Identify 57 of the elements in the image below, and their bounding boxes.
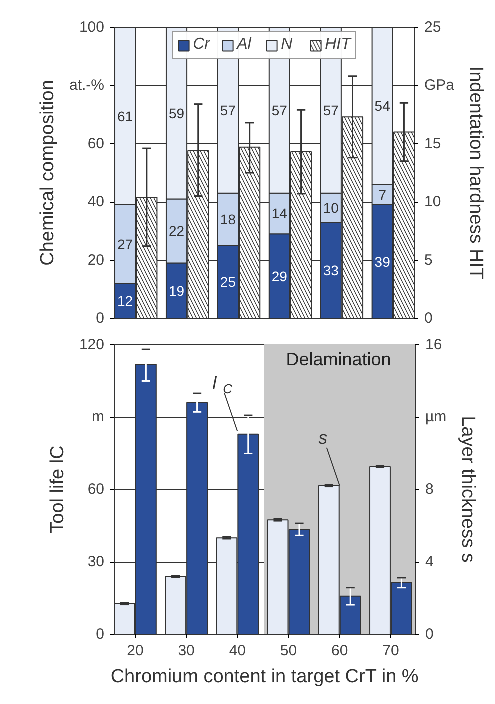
legend-label: N [281,36,294,54]
y-tick-label: 40 [88,194,105,211]
data-label: 29 [272,268,288,284]
y2-tick-label: 8 [426,481,434,498]
data-label: 27 [118,236,134,252]
y2-tick-label: µm [426,408,447,426]
legend-label: Al [237,36,253,54]
data-label: 59 [168,105,185,122]
data-label: 33 [323,262,340,278]
data-label: 61 [118,108,134,124]
data-label: 22 [168,223,185,240]
y-tick-label: 0 [96,626,104,643]
y2-tick-label: 16 [426,336,442,354]
x-tick-label: 30 [178,642,195,660]
data-label: 54 [374,98,391,114]
y2-tick-label: 0 [426,626,434,643]
y-tick-label: m [92,408,105,426]
data-label: 19 [168,282,185,299]
annotation: s [318,428,328,448]
data-label: 10 [323,200,340,216]
y2-axis-title: Indentation hardness HIT [466,66,487,280]
y-tick-label: 60 [88,481,105,498]
data-label: 57 [323,102,340,118]
data-label: 39 [374,254,391,270]
y2-axis-title: Layer thickness s [458,416,479,563]
legend-label: Cr [193,36,212,54]
x-tick-label: 60 [332,642,348,660]
y2-tick-label: GPa [424,77,456,94]
x-tick-label: 70 [382,642,400,660]
y2-tick-label: 10 [424,194,442,211]
data-label: 18 [220,212,236,228]
y-tick-label: 30 [88,554,105,570]
data-label: 12 [118,293,134,310]
y2-tick-label: 4 [426,554,434,570]
y-tick-label: 0 [96,310,104,327]
data-label: 14 [272,206,288,222]
data-label: 25 [220,274,236,290]
x-tick-label: 50 [280,642,298,660]
y-tick-label: 60 [88,135,105,152]
y-tick-label: 120 [79,336,105,354]
x-tick-label: 20 [127,642,144,660]
y2-tick-label: 0 [424,310,433,327]
y2-tick-label: 25 [424,19,442,36]
data-label: 57 [272,102,288,118]
data-label: 57 [220,102,236,118]
band-label: Delamination [286,350,392,370]
y2-tick-label: 15 [424,135,442,152]
data-label: 7 [378,186,387,203]
y-tick-label: 100 [79,19,105,36]
y-axis-title: Tool life lC [47,446,68,534]
y-tick-label: 20 [88,252,105,269]
y2-tick-label: 5 [424,252,433,269]
x-axis-title: Chromium content in target CrT in % [110,666,419,688]
x-tick-label: 40 [229,642,246,660]
y-axis-title: Chemical composition [37,80,58,266]
y-tick-label: at.-% [69,77,105,94]
legend-label: HIT [325,36,351,54]
